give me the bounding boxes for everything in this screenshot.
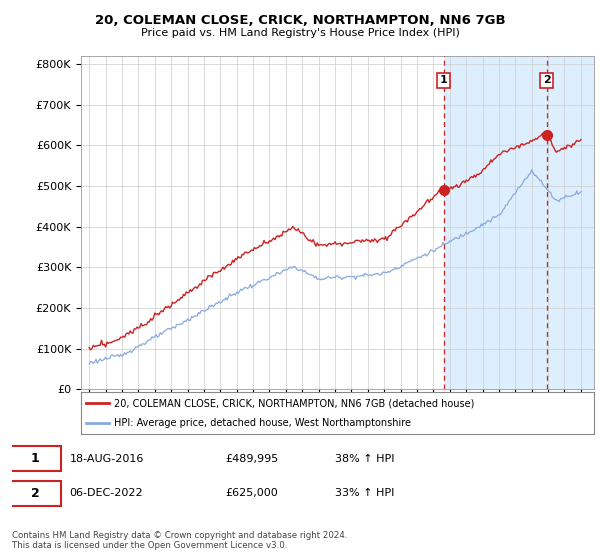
Text: 18-AUG-2016: 18-AUG-2016 xyxy=(70,454,144,464)
Text: 20, COLEMAN CLOSE, CRICK, NORTHAMPTON, NN6 7GB: 20, COLEMAN CLOSE, CRICK, NORTHAMPTON, N… xyxy=(95,14,505,27)
Text: 20, COLEMAN CLOSE, CRICK, NORTHAMPTON, NN6 7GB (detached house): 20, COLEMAN CLOSE, CRICK, NORTHAMPTON, N… xyxy=(115,398,475,408)
Text: 2: 2 xyxy=(31,487,40,500)
Text: Price paid vs. HM Land Registry's House Price Index (HPI): Price paid vs. HM Land Registry's House … xyxy=(140,28,460,38)
Text: 06-DEC-2022: 06-DEC-2022 xyxy=(70,488,143,498)
Text: 1: 1 xyxy=(440,76,448,85)
Text: £625,000: £625,000 xyxy=(225,488,278,498)
Text: 2: 2 xyxy=(543,76,551,85)
Text: 1: 1 xyxy=(31,452,40,465)
FancyBboxPatch shape xyxy=(9,446,61,471)
FancyBboxPatch shape xyxy=(9,481,61,506)
Bar xyxy=(444,56,594,389)
Text: HPI: Average price, detached house, West Northamptonshire: HPI: Average price, detached house, West… xyxy=(115,418,412,428)
Text: Contains HM Land Registry data © Crown copyright and database right 2024.
This d: Contains HM Land Registry data © Crown c… xyxy=(12,530,347,550)
Text: £489,995: £489,995 xyxy=(225,454,278,464)
Text: 33% ↑ HPI: 33% ↑ HPI xyxy=(335,488,394,498)
Text: 38% ↑ HPI: 38% ↑ HPI xyxy=(335,454,394,464)
